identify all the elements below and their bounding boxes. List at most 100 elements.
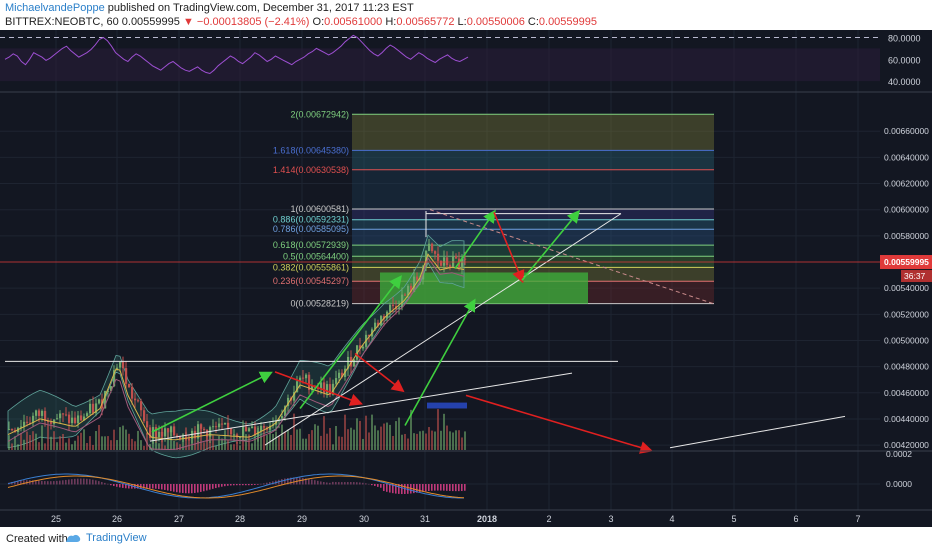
time-axis-label: 3 bbox=[608, 514, 613, 524]
candle-body bbox=[47, 420, 50, 423]
dashed-trend-line bbox=[429, 209, 715, 305]
time-axis-label: 25 bbox=[51, 514, 61, 524]
volume-bar bbox=[38, 442, 40, 450]
volume-bar bbox=[338, 436, 340, 450]
macd-histogram-bar bbox=[110, 484, 112, 486]
volume-bar bbox=[215, 445, 217, 450]
macd-histogram-bar bbox=[329, 482, 331, 485]
last-price: 0.00559995 bbox=[121, 16, 180, 28]
candle-body bbox=[191, 430, 194, 440]
macd-histogram-bar bbox=[50, 481, 52, 485]
candle-body bbox=[161, 431, 164, 437]
volume-bar bbox=[260, 435, 262, 450]
macd-histogram-bar bbox=[47, 481, 49, 485]
candle-body bbox=[128, 383, 131, 387]
candle-body bbox=[263, 425, 266, 428]
projection-line bbox=[669, 415, 846, 449]
red-arrow bbox=[493, 212, 525, 284]
volume-bar bbox=[329, 427, 331, 450]
macd-histogram-bar bbox=[347, 482, 349, 485]
volume-bar bbox=[464, 431, 466, 450]
macd-histogram-bar bbox=[452, 484, 454, 492]
candle-body bbox=[92, 403, 95, 414]
macd-histogram-bar bbox=[215, 484, 217, 489]
candle-body bbox=[311, 386, 314, 390]
volume-bar bbox=[353, 429, 355, 450]
volume-bar bbox=[122, 425, 124, 450]
macd-histogram-bar bbox=[14, 481, 16, 485]
macd-histogram-bar bbox=[74, 478, 76, 485]
snapshot-footer: Created with TradingView bbox=[0, 527, 932, 550]
candle-body bbox=[11, 428, 14, 431]
volume-bar bbox=[458, 430, 460, 450]
macd-histogram-bar bbox=[368, 483, 370, 485]
candle-body bbox=[368, 334, 371, 337]
candle-body bbox=[320, 382, 323, 389]
volume-bar bbox=[383, 423, 385, 450]
volume-bar bbox=[278, 436, 280, 450]
candle-body bbox=[77, 415, 80, 424]
volume-bar bbox=[419, 431, 421, 450]
macd-histogram-bar bbox=[11, 481, 13, 485]
volume-bar bbox=[359, 420, 361, 450]
macd-histogram-bar bbox=[98, 481, 100, 485]
price-axis-tick: 0.00420000 bbox=[884, 440, 929, 450]
high-label: H: bbox=[385, 16, 397, 28]
candle-body bbox=[308, 374, 311, 390]
macd-histogram-bar bbox=[455, 484, 457, 492]
volume-bar bbox=[443, 413, 445, 450]
volume-bar bbox=[254, 431, 256, 450]
volume-bar bbox=[251, 443, 253, 450]
candle-body bbox=[410, 285, 413, 293]
volume-bar bbox=[101, 436, 103, 450]
volume-bar bbox=[377, 430, 379, 450]
macd-histogram-bar bbox=[122, 484, 124, 488]
volume-bar bbox=[314, 424, 316, 450]
time-axis-label: 2018 bbox=[477, 514, 497, 524]
open-value: 0.00561000 bbox=[324, 16, 383, 28]
tradingview-brand[interactable]: TradingView bbox=[64, 532, 147, 544]
volume-bar bbox=[248, 434, 250, 450]
volume-bar bbox=[131, 438, 133, 450]
time-axis-label: 31 bbox=[420, 514, 430, 524]
volume-bar bbox=[170, 431, 172, 450]
fib-zone bbox=[352, 219, 714, 230]
chart-canvas[interactable]: 80.000060.000040.00000.006600000.0064000… bbox=[0, 30, 932, 527]
macd-histogram-bar bbox=[53, 481, 55, 485]
volume-bar bbox=[164, 445, 166, 450]
volume-bar bbox=[182, 434, 184, 450]
candle-body bbox=[338, 372, 341, 379]
volume-bar bbox=[125, 429, 127, 450]
volume-bar bbox=[455, 430, 457, 450]
macd-histogram-bar bbox=[92, 479, 94, 485]
volume-bar bbox=[401, 434, 403, 450]
candle-body bbox=[305, 374, 308, 379]
volume-bar bbox=[308, 434, 310, 450]
candle-body bbox=[56, 418, 59, 420]
volume-bar bbox=[107, 436, 109, 450]
macd-histogram-bar bbox=[191, 484, 193, 494]
macd-histogram-bar bbox=[104, 482, 106, 485]
candle-body bbox=[152, 427, 155, 438]
author-link[interactable]: MichaelvandePoppe bbox=[5, 2, 105, 14]
volume-bar bbox=[362, 438, 364, 450]
candle-body bbox=[377, 322, 380, 326]
volume-bar bbox=[119, 427, 121, 450]
fib-level-label: 0(0.00528219) bbox=[290, 299, 349, 309]
price-axis-tick: 0.00600000 bbox=[884, 205, 929, 215]
candle-body bbox=[437, 253, 440, 261]
volume-bar bbox=[395, 421, 397, 450]
candle-body bbox=[218, 423, 221, 428]
candle-body bbox=[299, 377, 302, 382]
macd-histogram-bar bbox=[152, 484, 154, 489]
volume-bar bbox=[236, 441, 238, 450]
macd-histogram-bar bbox=[272, 481, 274, 485]
moving-average-line bbox=[7, 253, 465, 441]
candle-body bbox=[392, 304, 395, 307]
macd-histogram-bar bbox=[341, 482, 343, 485]
candle-body bbox=[44, 410, 47, 421]
candle-body bbox=[347, 356, 350, 369]
volume-bar bbox=[380, 426, 382, 450]
candle-body bbox=[104, 390, 107, 409]
candle-body bbox=[20, 426, 23, 428]
